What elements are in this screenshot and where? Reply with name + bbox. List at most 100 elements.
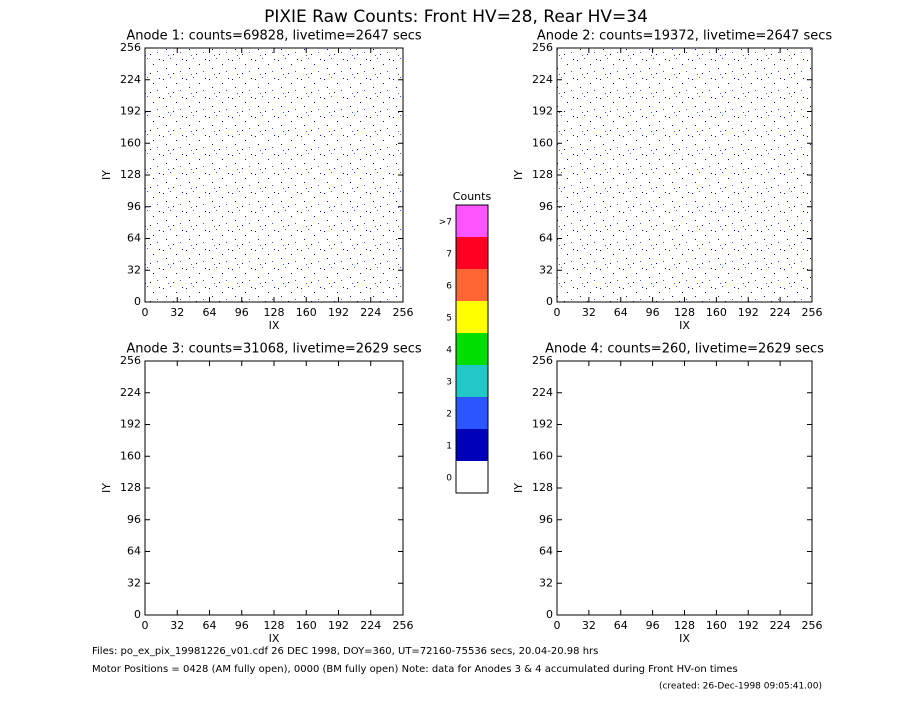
y-tick-label: 32 <box>539 263 553 276</box>
y-tick-label: 128 <box>532 168 553 181</box>
x-tick-label: 224 <box>770 306 791 319</box>
colorbar-cell <box>456 397 488 429</box>
y-axis-label: IY <box>512 170 525 180</box>
x-tick-label: 160 <box>706 306 727 319</box>
colorbar-frame <box>455 204 489 494</box>
colorbar-title: Counts <box>453 190 492 203</box>
y-tick-label: 192 <box>120 105 141 118</box>
colorbar-label: 1 <box>446 442 452 452</box>
x-tick-label: 0 <box>142 619 149 632</box>
x-tick-label: 64 <box>614 619 628 632</box>
x-tick-label: 128 <box>264 619 285 632</box>
colorbar-label: 5 <box>446 314 452 324</box>
colorbar-cell <box>456 333 488 365</box>
colorbar-label: 3 <box>446 378 452 388</box>
colorbar-cell <box>456 205 488 237</box>
x-tick-label: 128 <box>674 306 695 319</box>
x-tick-label: 64 <box>203 619 217 632</box>
y-tick-label: 96 <box>127 200 141 213</box>
y-tick-label: 224 <box>120 73 141 86</box>
x-tick-label: 96 <box>646 619 660 632</box>
x-tick-label: 256 <box>802 306 823 319</box>
x-tick-label: 32 <box>582 619 596 632</box>
y-tick-label: 224 <box>120 386 141 399</box>
x-tick-label: 0 <box>142 306 149 319</box>
colorbar-label: 6 <box>446 282 452 292</box>
x-tick-label: 96 <box>235 619 249 632</box>
x-axis-label: IX <box>269 319 280 332</box>
colorbar-label: 4 <box>446 346 452 356</box>
y-tick-label: 192 <box>532 418 553 431</box>
footer-motor: Motor Positions = 0428 (AM fully open), … <box>92 664 738 675</box>
x-tick-label: 128 <box>674 619 695 632</box>
panel-title: Anode 2: counts=19372, livetime=2647 sec… <box>537 29 833 44</box>
y-tick-label: 256 <box>532 41 553 54</box>
x-tick-label: 224 <box>360 619 381 632</box>
x-tick-label: 32 <box>170 306 184 319</box>
y-tick-label: 224 <box>532 73 553 86</box>
plot-frame <box>556 360 813 616</box>
x-tick-label: 64 <box>614 306 628 319</box>
y-tick-label: 128 <box>120 481 141 494</box>
x-tick-label: 192 <box>738 306 759 319</box>
y-tick-label: 160 <box>532 449 553 462</box>
y-axis-label: IY <box>100 483 113 493</box>
x-tick-label: 192 <box>738 619 759 632</box>
y-tick-label: 0 <box>546 295 553 308</box>
colorbar-cell <box>456 365 488 397</box>
x-tick-label: 192 <box>328 619 349 632</box>
y-tick-label: 64 <box>539 545 553 558</box>
x-tick-label: 192 <box>328 306 349 319</box>
y-tick-label: 192 <box>120 418 141 431</box>
x-tick-label: 224 <box>770 619 791 632</box>
y-tick-label: 160 <box>532 136 553 149</box>
colorbar-label: >7 <box>439 218 452 228</box>
colorbar-cell <box>456 237 488 269</box>
x-tick-label: 32 <box>170 619 184 632</box>
y-tick-label: 64 <box>539 232 553 245</box>
figure-title: PIXIE Raw Counts: Front HV=28, Rear HV=3… <box>264 7 648 27</box>
colorbar-cell <box>456 301 488 333</box>
colorbar-label: 7 <box>446 250 452 260</box>
footer-files: Files: po_ex_pix_19981226_v01.cdf 26 DEC… <box>92 646 598 657</box>
y-tick-label: 96 <box>539 513 553 526</box>
y-tick-label: 0 <box>546 608 553 621</box>
colorbar-cell <box>456 429 488 461</box>
y-tick-label: 224 <box>532 386 553 399</box>
footer-created: (created: 26-Dec-1998 09:05:41.00) <box>659 682 822 692</box>
panel-title: Anode 3: counts=31068, livetime=2629 sec… <box>126 342 422 357</box>
y-tick-label: 128 <box>120 168 141 181</box>
x-tick-label: 256 <box>802 619 823 632</box>
x-tick-label: 64 <box>203 306 217 319</box>
x-tick-label: 0 <box>554 619 561 632</box>
y-tick-label: 32 <box>127 576 141 589</box>
colorbar-label: 0 <box>446 474 452 484</box>
x-tick-label: 0 <box>554 306 561 319</box>
y-tick-label: 128 <box>532 481 553 494</box>
x-tick-label: 96 <box>646 306 660 319</box>
y-tick-label: 0 <box>134 608 141 621</box>
x-tick-label: 128 <box>264 306 285 319</box>
y-axis-label: IY <box>100 170 113 180</box>
x-tick-label: 160 <box>296 306 317 319</box>
y-tick-label: 0 <box>134 295 141 308</box>
y-tick-label: 256 <box>120 41 141 54</box>
x-tick-label: 96 <box>235 306 249 319</box>
x-axis-label: IX <box>269 632 280 645</box>
y-tick-label: 32 <box>127 263 141 276</box>
y-tick-label: 96 <box>127 513 141 526</box>
x-tick-label: 256 <box>393 619 414 632</box>
x-tick-label: 256 <box>393 306 414 319</box>
x-tick-label: 32 <box>582 306 596 319</box>
panel-title: Anode 1: counts=69828, livetime=2647 sec… <box>126 29 422 44</box>
panel-title: Anode 4: counts=260, livetime=2629 secs <box>545 342 824 357</box>
x-tick-label: 224 <box>360 306 381 319</box>
image-area <box>557 48 812 302</box>
x-tick-label: 160 <box>296 619 317 632</box>
y-tick-label: 96 <box>539 200 553 213</box>
x-axis-label: IX <box>679 319 690 332</box>
y-tick-label: 32 <box>539 576 553 589</box>
y-tick-label: 160 <box>120 449 141 462</box>
y-tick-label: 256 <box>120 354 141 367</box>
